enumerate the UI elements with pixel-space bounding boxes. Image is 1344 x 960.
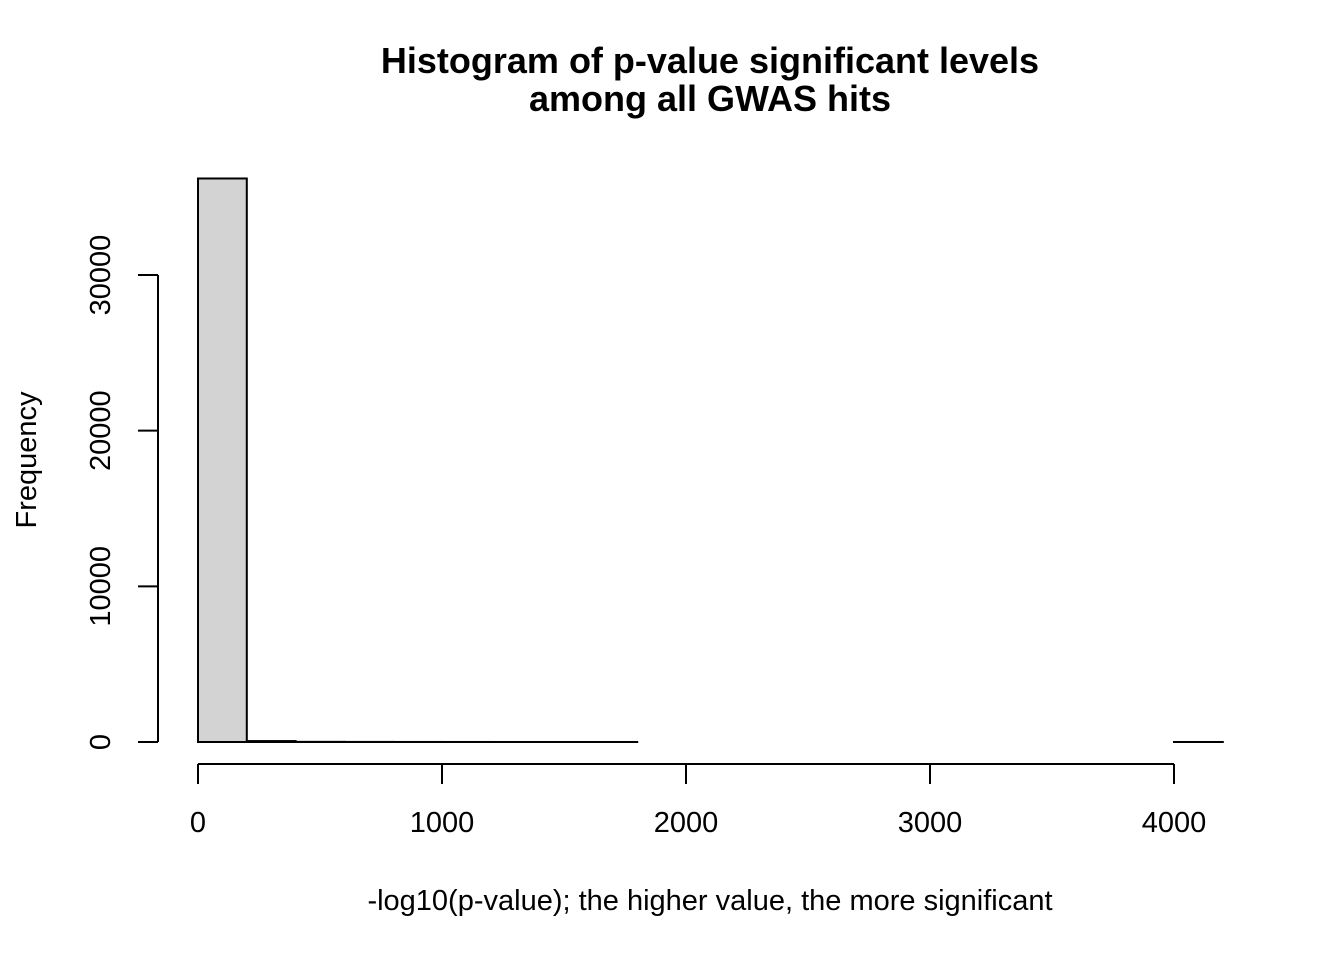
x-tick-label-4: 4000 <box>1142 807 1207 839</box>
y-tick-label-2: 20000 <box>85 390 117 471</box>
chart-title-line-2: among all GWAS hits <box>529 78 891 119</box>
histogram-bars <box>197 177 1224 744</box>
x-axis: 0 1000 2000 3000 4000 <box>190 763 1207 839</box>
y-tick-label-1: 10000 <box>85 546 117 627</box>
x-tick-label-0: 0 <box>190 807 206 839</box>
histogram-bar-0 <box>197 177 248 743</box>
y-axis-label: Frequency <box>11 391 43 529</box>
x-tick-label-3: 3000 <box>898 807 963 839</box>
x-tick-label-1: 1000 <box>410 807 475 839</box>
chart-title-line-1: Histogram of p-value significant levels <box>381 40 1039 81</box>
y-tick-label-0: 0 <box>85 734 117 750</box>
y-tick-label-3: 30000 <box>85 235 117 316</box>
x-tick-label-2: 2000 <box>654 807 719 839</box>
x-axis-label: -log10(p-value); the higher value, the m… <box>367 885 1052 917</box>
histogram-bar-1 <box>245 740 297 743</box>
y-axis: 0 10000 20000 30000 <box>85 235 159 750</box>
